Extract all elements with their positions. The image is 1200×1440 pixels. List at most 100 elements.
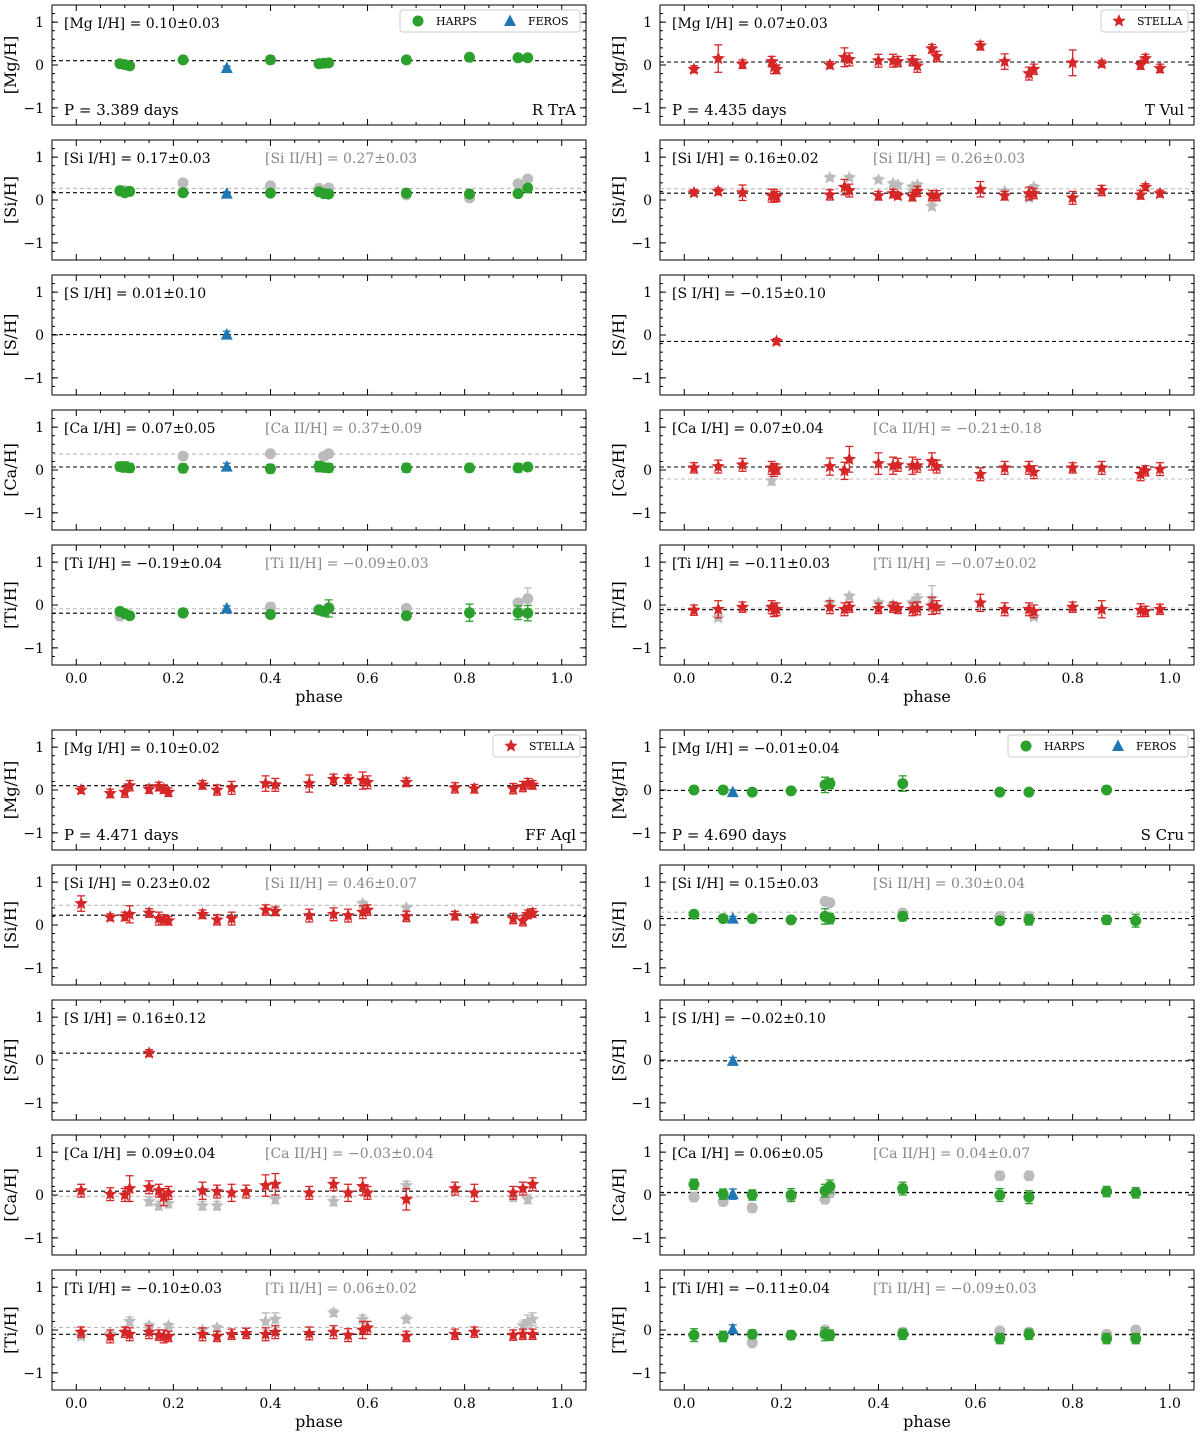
legend-marker-feros xyxy=(504,14,516,26)
y-axis-label: [Ca/H] xyxy=(1,443,20,497)
ion1-point xyxy=(302,908,316,922)
ion1-point xyxy=(842,600,856,613)
ion1-point xyxy=(842,52,856,66)
ion1-point xyxy=(998,602,1012,615)
ion1-abundance-label: [S I/H] = 0.16±0.12 xyxy=(64,1011,206,1027)
ion2-point xyxy=(399,1312,414,1325)
ion1-point xyxy=(687,62,701,75)
x-tick-label: 0.4 xyxy=(867,1396,889,1412)
ion1-point xyxy=(258,1178,273,1192)
ion1-abundance-label: [Si I/H] = 0.15±0.03 xyxy=(672,876,819,892)
ion1-point xyxy=(118,909,132,923)
ion2-point xyxy=(264,448,276,460)
ion2-point xyxy=(323,448,335,460)
ion1-point xyxy=(74,1183,88,1197)
ion1-point xyxy=(687,460,701,474)
legend-label-stella: STELLA xyxy=(529,740,576,753)
star-name-label: S Cru xyxy=(1141,826,1185,844)
ion1-point xyxy=(1095,56,1109,70)
ion2-point xyxy=(1027,180,1041,193)
x-axis-label: phase xyxy=(903,687,951,706)
ion1-point xyxy=(142,782,156,795)
legend-marker-harps xyxy=(412,15,424,27)
ion2-abundance-label: [Ca II/H] = 0.37±0.09 xyxy=(265,421,422,437)
feros-point xyxy=(726,1322,739,1335)
x-tick-label: 0.6 xyxy=(964,1396,986,1412)
ion1-point xyxy=(326,772,341,785)
panel-sh: 1 0 −1[S/H] [S I/H] = 0.16±0.12 xyxy=(1,999,587,1121)
ion2-point xyxy=(891,178,905,191)
y-axis-label: [Si/H] xyxy=(609,176,628,224)
x-tick-label: 0.4 xyxy=(867,671,889,687)
ion1-point xyxy=(871,53,886,67)
ion1-point xyxy=(516,1181,530,1195)
ion1-point xyxy=(400,54,412,66)
y-tick-label: 1 xyxy=(35,150,44,166)
ion1-abundance-label: [Si I/H] = 0.23±0.02 xyxy=(64,876,211,892)
y-axis-label: [Si/H] xyxy=(1,176,20,224)
ion1-point xyxy=(1138,180,1153,193)
ion1-abundance-label: [Ca I/H] = 0.06±0.05 xyxy=(672,1146,824,1162)
ion1-point xyxy=(930,600,944,613)
ion1-point xyxy=(161,913,176,927)
ion1-point xyxy=(746,1189,758,1201)
y-tick-label: 1 xyxy=(643,1145,652,1161)
legend: STELLA xyxy=(492,734,581,758)
ion1-point xyxy=(268,777,282,791)
panel-sih: 1 0 −1[Si/H] [Si I/H] = 0.16±0.02 [Si II/H] … xyxy=(609,139,1195,261)
y-tick-label: −1 xyxy=(631,1231,652,1247)
panel-sih: 1 0 −1[Si/H] [Si I/H] = 0.15±0.03 [Si II/H] … xyxy=(609,864,1195,986)
ion1-point xyxy=(910,58,924,72)
ion2-point xyxy=(522,173,534,185)
ion1-point xyxy=(1101,1186,1113,1198)
period-label: P = 4.435 days xyxy=(672,101,787,119)
y-tick-label: 0 xyxy=(643,1188,652,1204)
ion1-point xyxy=(891,457,905,471)
ion1-point xyxy=(994,786,1006,798)
y-tick-label: −1 xyxy=(631,826,652,842)
ion1-point xyxy=(239,1326,253,1340)
ion1-point xyxy=(823,600,837,613)
ion1-point xyxy=(512,188,524,200)
x-tick-label: 0.6 xyxy=(356,671,378,687)
ion1-point xyxy=(769,189,784,203)
ion1-point xyxy=(717,1188,729,1200)
x-tick-label: 0.0 xyxy=(65,671,87,687)
x-tick-label: 0.8 xyxy=(1062,671,1084,687)
ion1-abundance-label: [Si I/H] = 0.17±0.03 xyxy=(64,151,211,167)
x-tick-label: 0.0 xyxy=(65,1396,87,1412)
ion1-point xyxy=(264,608,276,620)
y-tick-label: −1 xyxy=(23,961,44,977)
ion1-point xyxy=(525,1327,540,1340)
feros-point xyxy=(726,912,739,924)
y-axis-label: [Ca/H] xyxy=(609,443,628,497)
x-tick-label: 0.2 xyxy=(770,1396,792,1412)
ion1-point xyxy=(910,184,924,198)
panel-sh: 1 0 −1[S/H] [S I/H] = −0.02±0.10 xyxy=(609,999,1195,1121)
y-tick-label: 0 xyxy=(35,918,44,934)
ion2-abundance-label: [Si II/H] = 0.27±0.03 xyxy=(265,151,417,167)
star-name-label: R TrA xyxy=(532,101,576,119)
y-tick-label: 0 xyxy=(35,598,44,614)
ion1-point xyxy=(871,188,886,202)
ion1-point xyxy=(224,911,239,925)
ion1-point xyxy=(711,184,725,198)
ion1-point xyxy=(74,1325,88,1338)
ion1-point xyxy=(239,1184,253,1198)
ion1-point xyxy=(1133,187,1148,201)
ion1-point xyxy=(930,188,944,202)
ion1-point xyxy=(687,185,701,199)
y-tick-label: 0 xyxy=(35,783,44,799)
y-axis-label: [Ca/H] xyxy=(1,1168,20,1222)
legend-box xyxy=(1007,734,1189,758)
ion1-point xyxy=(1023,1328,1035,1340)
ion1-point xyxy=(124,462,136,474)
y-axis-label: [Mg/H] xyxy=(609,36,628,94)
ion1-point xyxy=(994,1333,1006,1345)
ion1-point xyxy=(161,1185,176,1199)
y-axis-label: [Si/H] xyxy=(1,901,20,949)
ion1-point xyxy=(210,1184,224,1198)
y-tick-label: −1 xyxy=(631,961,652,977)
panel-cah: 1 0 −1[Ca/H] [Ca I/H] = 0.09±0.04 [Ca II/H] … xyxy=(1,1134,587,1256)
ion1-point xyxy=(356,1323,370,1336)
